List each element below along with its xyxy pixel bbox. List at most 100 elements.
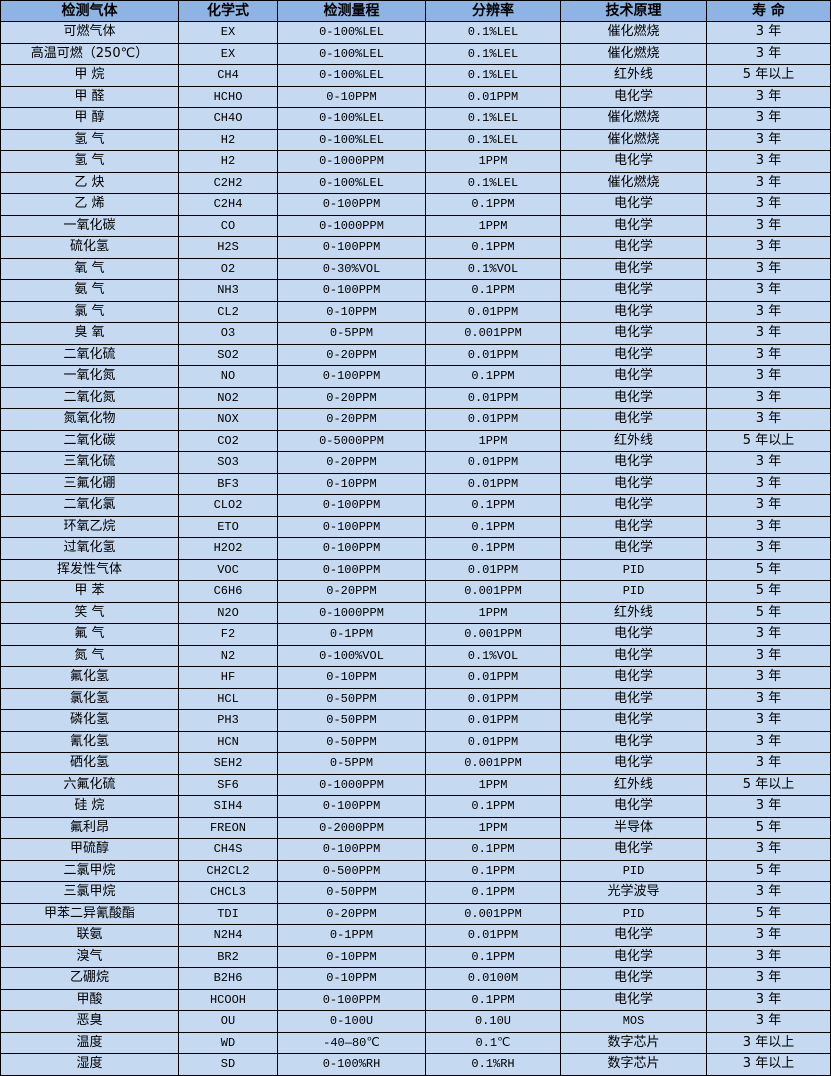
cell-gas: 环氧乙烷 (0, 515, 179, 538)
cell-range: 0-100PPM (277, 193, 426, 216)
cell-principle: PID (560, 859, 707, 882)
cell-gas: 氯化氢 (0, 687, 179, 710)
cell-formula: SO3 (178, 451, 278, 474)
cell-resolution: 1PPM (425, 816, 561, 839)
cell-range: 0-100PPM (277, 537, 426, 560)
table-row: 六氟化硫 SF6 0-1000PPM 1PPM 红外线 5 年以上 (0, 773, 831, 796)
cell-formula: CH4S (178, 838, 278, 861)
table-row: 环氧乙烷 ETO 0-100PPM 0.1PPM 电化学 3 年 (0, 515, 831, 538)
cell-range: 0-100%VOL (277, 644, 426, 667)
cell-principle: 电化学 (560, 408, 707, 431)
cell-range: 0-100PPM (277, 236, 426, 259)
cell-resolution: 0.01PPM (425, 558, 561, 581)
table-row: 一氧化氮 NO 0-100PPM 0.1PPM 电化学 3 年 (0, 365, 831, 388)
cell-resolution: 0.1PPM (425, 193, 561, 216)
cell-formula: NH3 (178, 279, 278, 302)
cell-gas: 三氧化硫 (0, 451, 179, 474)
table-row: 笑 气 N2O 0-1000PPM 1PPM 红外线 5 年 (0, 601, 831, 624)
cell-formula: CH2CL2 (178, 859, 278, 882)
cell-formula: SF6 (178, 773, 278, 796)
cell-principle: 电化学 (560, 300, 707, 323)
cell-lifespan: 3 年 (706, 666, 831, 689)
cell-principle: 电化学 (560, 150, 707, 173)
cell-gas: 磷化氢 (0, 709, 179, 732)
cell-resolution: 1PPM (425, 773, 561, 796)
cell-range: 0-30%VOL (277, 257, 426, 280)
table-row: 磷化氢 PH3 0-50PPM 0.01PPM 电化学 3 年 (0, 709, 831, 732)
cell-lifespan: 3 年 (706, 537, 831, 560)
cell-resolution: 0.1%LEL (425, 21, 561, 44)
cell-resolution: 0.1%VOL (425, 257, 561, 280)
table-row: 温度 WD -40—80℃ 0.1℃ 数字芯片 3 年以上 (0, 1031, 831, 1054)
cell-formula: H2O2 (178, 537, 278, 560)
cell-gas: 氮氧化物 (0, 408, 179, 431)
cell-range: 0-5PPM (277, 322, 426, 345)
cell-range: 0-20PPM (277, 580, 426, 603)
cell-resolution: 0.01PPM (425, 85, 561, 108)
cell-formula: CH4O (178, 107, 278, 130)
cell-range: 0-100PPM (277, 279, 426, 302)
cell-range: 0-100%LEL (277, 171, 426, 194)
cell-formula: C2H4 (178, 193, 278, 216)
cell-gas: 三氟化硼 (0, 472, 179, 495)
cell-resolution: 0.1%VOL (425, 644, 561, 667)
cell-formula: SO2 (178, 343, 278, 366)
cell-gas: 氯 气 (0, 300, 179, 323)
cell-range: 0-100%LEL (277, 107, 426, 130)
table-row: 二氯甲烷 CH2CL2 0-500PPM 0.1PPM PID 5 年 (0, 859, 831, 882)
cell-principle: 电化学 (560, 795, 707, 818)
cell-range: 0-100PPM (277, 838, 426, 861)
cell-gas: 氢 气 (0, 128, 179, 151)
table-row: 挥发性气体 VOC 0-100PPM 0.01PPM PID 5 年 (0, 558, 831, 581)
cell-resolution: 0.1PPM (425, 881, 561, 904)
table-row: 硒化氢 SEH2 0-5PPM 0.001PPM 电化学 3 年 (0, 752, 831, 775)
cell-resolution: 0.1PPM (425, 365, 561, 388)
cell-gas: 笑 气 (0, 601, 179, 624)
cell-lifespan: 5 年以上 (706, 773, 831, 796)
cell-gas: 氟化氢 (0, 666, 179, 689)
cell-principle: 光学波导 (560, 881, 707, 904)
cell-formula: FREON (178, 816, 278, 839)
cell-lifespan: 3 年 (706, 838, 831, 861)
table-row: 湿度 SD 0-100%RH 0.1%RH 数字芯片 3 年以上 (0, 1053, 831, 1076)
table-row: 臭 氧 O3 0-5PPM 0.001PPM 电化学 3 年 (0, 322, 831, 345)
cell-resolution: 0.01PPM (425, 687, 561, 710)
cell-resolution: 0.01PPM (425, 343, 561, 366)
cell-range: 0-5000PPM (277, 429, 426, 452)
table-row: 甲 烷 CH4 0-100%LEL 0.1%LEL 红外线 5 年以上 (0, 64, 831, 87)
cell-resolution: 0.1%LEL (425, 171, 561, 194)
cell-resolution: 0.1PPM (425, 988, 561, 1011)
cell-range: 0-20PPM (277, 902, 426, 925)
cell-resolution: 0.1%LEL (425, 42, 561, 65)
cell-range: 0-20PPM (277, 386, 426, 409)
cell-formula: N2 (178, 644, 278, 667)
cell-gas: 六氟化硫 (0, 773, 179, 796)
cell-range: 0-100PPM (277, 365, 426, 388)
cell-lifespan: 5 年 (706, 902, 831, 925)
cell-gas: 甲 醛 (0, 85, 179, 108)
cell-principle: 电化学 (560, 537, 707, 560)
cell-principle: 红外线 (560, 601, 707, 624)
cell-gas: 二氧化氮 (0, 386, 179, 409)
cell-gas: 湿度 (0, 1053, 179, 1076)
table-header-row: 检测气体 化学式 检测量程 分辨率 技术原理 寿 命 (0, 0, 831, 22)
cell-range: 0-10PPM (277, 967, 426, 990)
table-row: 乙硼烷 B2H6 0-10PPM 0.0100M 电化学 3 年 (0, 967, 831, 990)
cell-formula: B2H6 (178, 967, 278, 990)
table-row: 氢 气 H2 0-1000PPM 1PPM 电化学 3 年 (0, 150, 831, 173)
table-row: 氧 气 O2 0-30%VOL 0.1%VOL 电化学 3 年 (0, 257, 831, 280)
cell-principle: 数字芯片 (560, 1031, 707, 1054)
cell-resolution: 0.01PPM (425, 666, 561, 689)
cell-principle: 电化学 (560, 687, 707, 710)
cell-range: 0-2000PPM (277, 816, 426, 839)
cell-formula: SD (178, 1053, 278, 1076)
cell-principle: 电化学 (560, 644, 707, 667)
cell-range: 0-500PPM (277, 859, 426, 882)
cell-range: 0-100PPM (277, 988, 426, 1011)
cell-resolution: 0.1℃ (425, 1031, 561, 1054)
table-row: 一氧化碳 CO 0-1000PPM 1PPM 电化学 3 年 (0, 214, 831, 237)
cell-lifespan: 3 年 (706, 988, 831, 1011)
cell-formula: O3 (178, 322, 278, 345)
cell-formula: OU (178, 1010, 278, 1033)
cell-formula: SEH2 (178, 752, 278, 775)
